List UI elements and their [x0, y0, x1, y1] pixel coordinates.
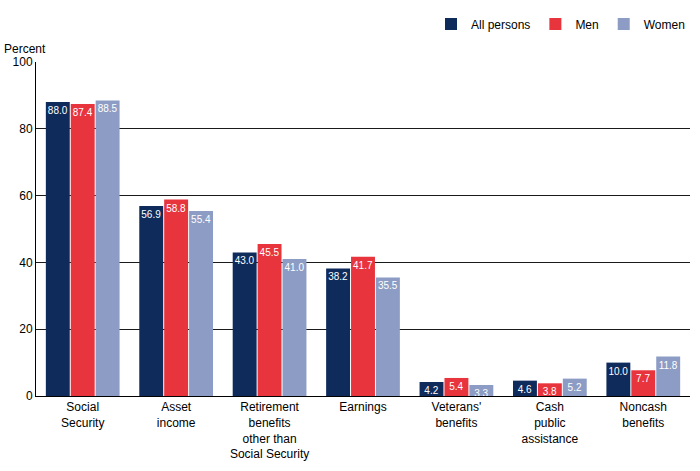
svg-text:45.5: 45.5: [260, 247, 280, 258]
svg-text:80: 80: [19, 122, 33, 136]
svg-text:4.2: 4.2: [424, 385, 438, 396]
svg-text:100: 100: [13, 55, 33, 69]
svg-text:Retirementbenefitsother thanSo: Retirementbenefitsother thanSocial Secur…: [230, 400, 309, 461]
svg-text:11.8: 11.8: [659, 360, 678, 371]
svg-text:60: 60: [19, 189, 33, 203]
svg-text:56.9: 56.9: [141, 209, 161, 220]
svg-text:38.2: 38.2: [328, 271, 348, 282]
svg-text:SocialSecurity: SocialSecurity: [61, 400, 104, 430]
svg-text:All persons: All persons: [471, 18, 530, 32]
svg-text:87.4: 87.4: [73, 107, 93, 118]
svg-text:4.6: 4.6: [518, 384, 532, 395]
svg-text:Women: Women: [644, 18, 685, 32]
svg-text:Cashpublicassistance: Cashpublicassistance: [522, 400, 579, 445]
svg-text:20: 20: [19, 322, 33, 336]
svg-text:10.0: 10.0: [608, 366, 628, 377]
svg-text:Assetincome: Assetincome: [157, 400, 196, 430]
svg-text:88.0: 88.0: [48, 105, 68, 116]
svg-text:0: 0: [26, 389, 33, 403]
svg-text:7.7: 7.7: [636, 373, 650, 384]
svg-text:Men: Men: [575, 18, 598, 32]
svg-text:35.5: 35.5: [378, 280, 398, 291]
svg-text:Veterans'benefits: Veterans'benefits: [432, 400, 482, 430]
svg-text:41.7: 41.7: [353, 260, 373, 271]
svg-text:Earnings: Earnings: [339, 400, 386, 414]
svg-text:88.5: 88.5: [98, 103, 118, 114]
svg-text:58.8: 58.8: [166, 203, 186, 214]
svg-text:43.0: 43.0: [235, 255, 255, 266]
svg-text:5.4: 5.4: [449, 381, 463, 392]
svg-text:3.8: 3.8: [543, 386, 557, 397]
svg-text:Percent: Percent: [4, 42, 46, 56]
svg-text:41.0: 41.0: [285, 262, 305, 273]
svg-text:Noncashbenefits: Noncashbenefits: [620, 400, 667, 430]
svg-text:3.3: 3.3: [474, 388, 488, 399]
svg-text:40: 40: [19, 256, 33, 270]
svg-text:5.2: 5.2: [568, 382, 582, 393]
svg-text:55.4: 55.4: [191, 214, 211, 225]
